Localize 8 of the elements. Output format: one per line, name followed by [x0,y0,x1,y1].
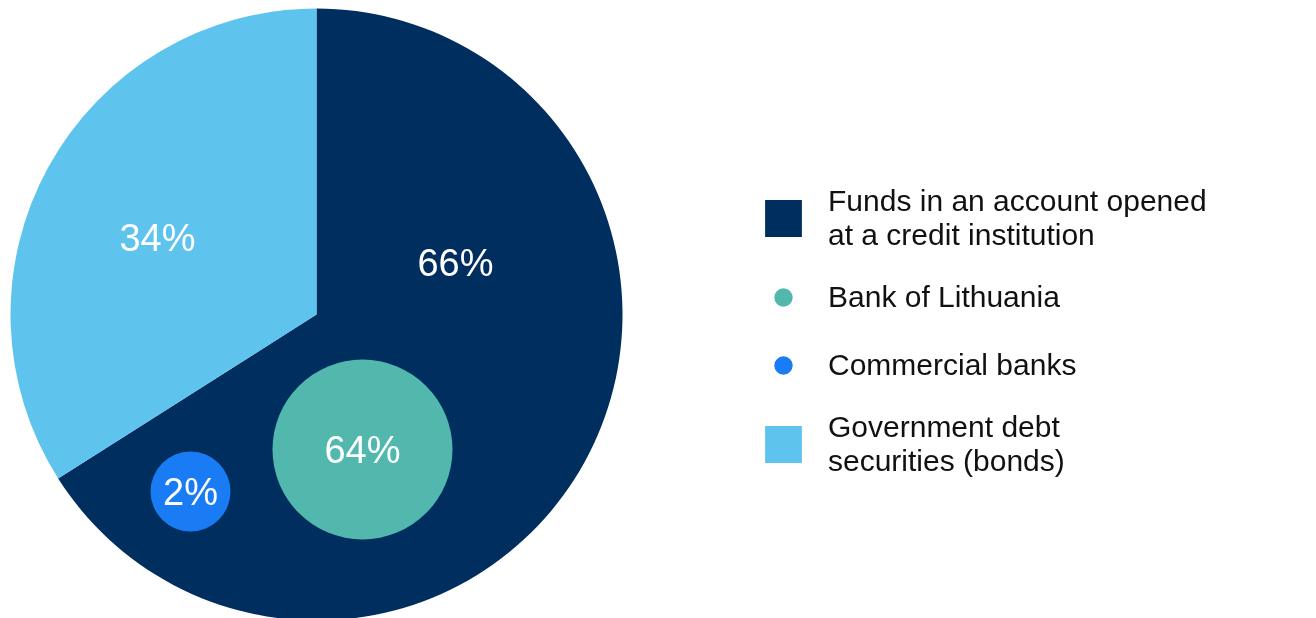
data-label: 34% [119,216,196,259]
data-label: 64% [324,428,401,471]
legend-label: Government debt securities (bonds) [828,410,1065,478]
data-label: 2% [163,470,218,513]
category-label: Bank of Lithuania [828,279,1060,315]
legend-label: Funds in an account opened at a credit institution [828,184,1207,252]
category-label: Commercial banks [828,347,1077,383]
data-label: 66% [417,241,494,284]
